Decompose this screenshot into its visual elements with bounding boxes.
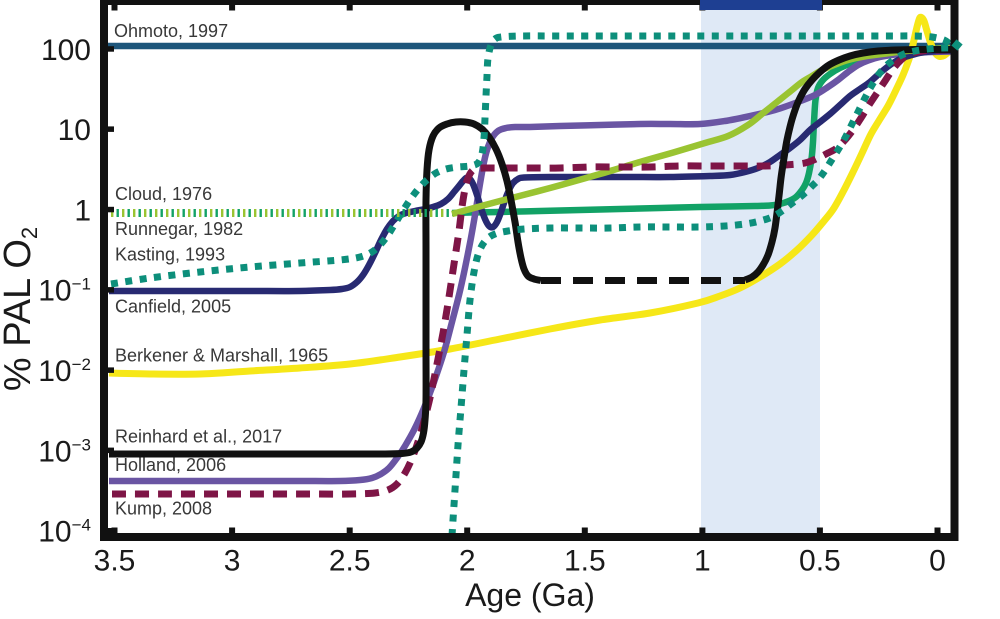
svg-text:Ohmoto, 1997: Ohmoto, 1997: [114, 21, 228, 41]
svg-text:1: 1: [694, 545, 711, 578]
svg-text:0.5: 0.5: [799, 545, 841, 578]
svg-text:2.5: 2.5: [329, 545, 371, 578]
svg-text:Kasting, 1993: Kasting, 1993: [115, 245, 225, 265]
svg-text:Age (Ga): Age (Ga): [465, 577, 595, 613]
svg-text:Reinhard et al., 2017: Reinhard et al., 2017: [115, 427, 282, 447]
svg-text:Kump, 2008: Kump, 2008: [115, 499, 212, 519]
svg-text:% PAL O2: % PAL O2: [0, 227, 42, 391]
svg-text:3: 3: [224, 545, 241, 578]
svg-text:Berkener & Marshall, 1965: Berkener & Marshall, 1965: [115, 346, 328, 366]
svg-text:1: 1: [74, 194, 91, 227]
svg-text:2: 2: [459, 545, 476, 578]
svg-text:Holland, 2006: Holland, 2006: [115, 455, 226, 475]
svg-text:Canfield, 2005: Canfield, 2005: [115, 297, 231, 317]
svg-text:1.5: 1.5: [564, 545, 606, 578]
svg-text:10: 10: [58, 114, 91, 147]
svg-text:Runnegar, 1982: Runnegar, 1982: [115, 219, 243, 239]
svg-text:0: 0: [929, 545, 946, 578]
svg-text:100: 100: [41, 34, 91, 67]
svg-text:3.5: 3.5: [94, 545, 136, 578]
svg-text:10−3: 10−3: [38, 435, 91, 468]
svg-text:Cloud, 1976: Cloud, 1976: [115, 184, 212, 204]
